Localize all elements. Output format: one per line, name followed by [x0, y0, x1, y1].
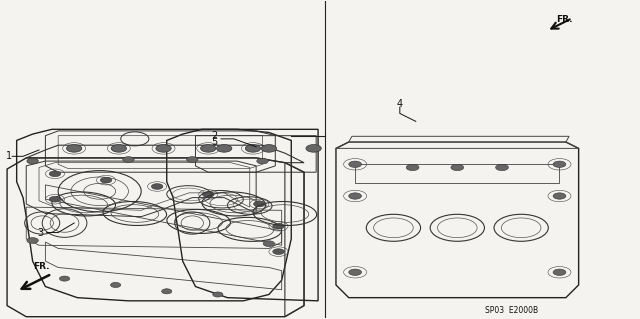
- Text: FR.: FR.: [33, 262, 49, 271]
- Circle shape: [49, 171, 61, 177]
- Circle shape: [349, 193, 362, 199]
- Circle shape: [451, 164, 464, 171]
- Circle shape: [156, 145, 172, 152]
- Circle shape: [349, 161, 362, 167]
- Circle shape: [27, 238, 38, 243]
- Text: 3: 3: [37, 227, 44, 238]
- Circle shape: [60, 276, 70, 281]
- Circle shape: [553, 269, 566, 275]
- Circle shape: [212, 292, 223, 297]
- Circle shape: [200, 145, 216, 152]
- Circle shape: [306, 145, 321, 152]
- Circle shape: [49, 196, 61, 202]
- Circle shape: [273, 249, 284, 255]
- Circle shape: [111, 282, 121, 287]
- Circle shape: [111, 145, 127, 152]
- Circle shape: [67, 145, 82, 152]
- Text: 5: 5: [211, 137, 218, 147]
- Text: 2: 2: [211, 131, 218, 141]
- Circle shape: [273, 223, 284, 229]
- Circle shape: [406, 164, 419, 171]
- Circle shape: [245, 145, 260, 152]
- Circle shape: [495, 164, 508, 171]
- Circle shape: [162, 289, 172, 294]
- Circle shape: [253, 201, 265, 207]
- Circle shape: [100, 177, 112, 183]
- Circle shape: [257, 158, 268, 164]
- Circle shape: [263, 241, 275, 247]
- Circle shape: [349, 269, 362, 275]
- Circle shape: [553, 161, 566, 167]
- Circle shape: [216, 145, 232, 152]
- Text: SP03  E2000B: SP03 E2000B: [485, 306, 538, 315]
- Circle shape: [123, 157, 134, 162]
- Circle shape: [152, 184, 163, 189]
- Text: FR.: FR.: [556, 15, 573, 24]
- Circle shape: [261, 145, 276, 152]
- Circle shape: [186, 157, 198, 162]
- Circle shape: [27, 158, 38, 164]
- Circle shape: [553, 193, 566, 199]
- Text: 1: 1: [6, 151, 12, 161]
- Circle shape: [202, 192, 214, 197]
- Text: 4: 4: [397, 99, 403, 109]
